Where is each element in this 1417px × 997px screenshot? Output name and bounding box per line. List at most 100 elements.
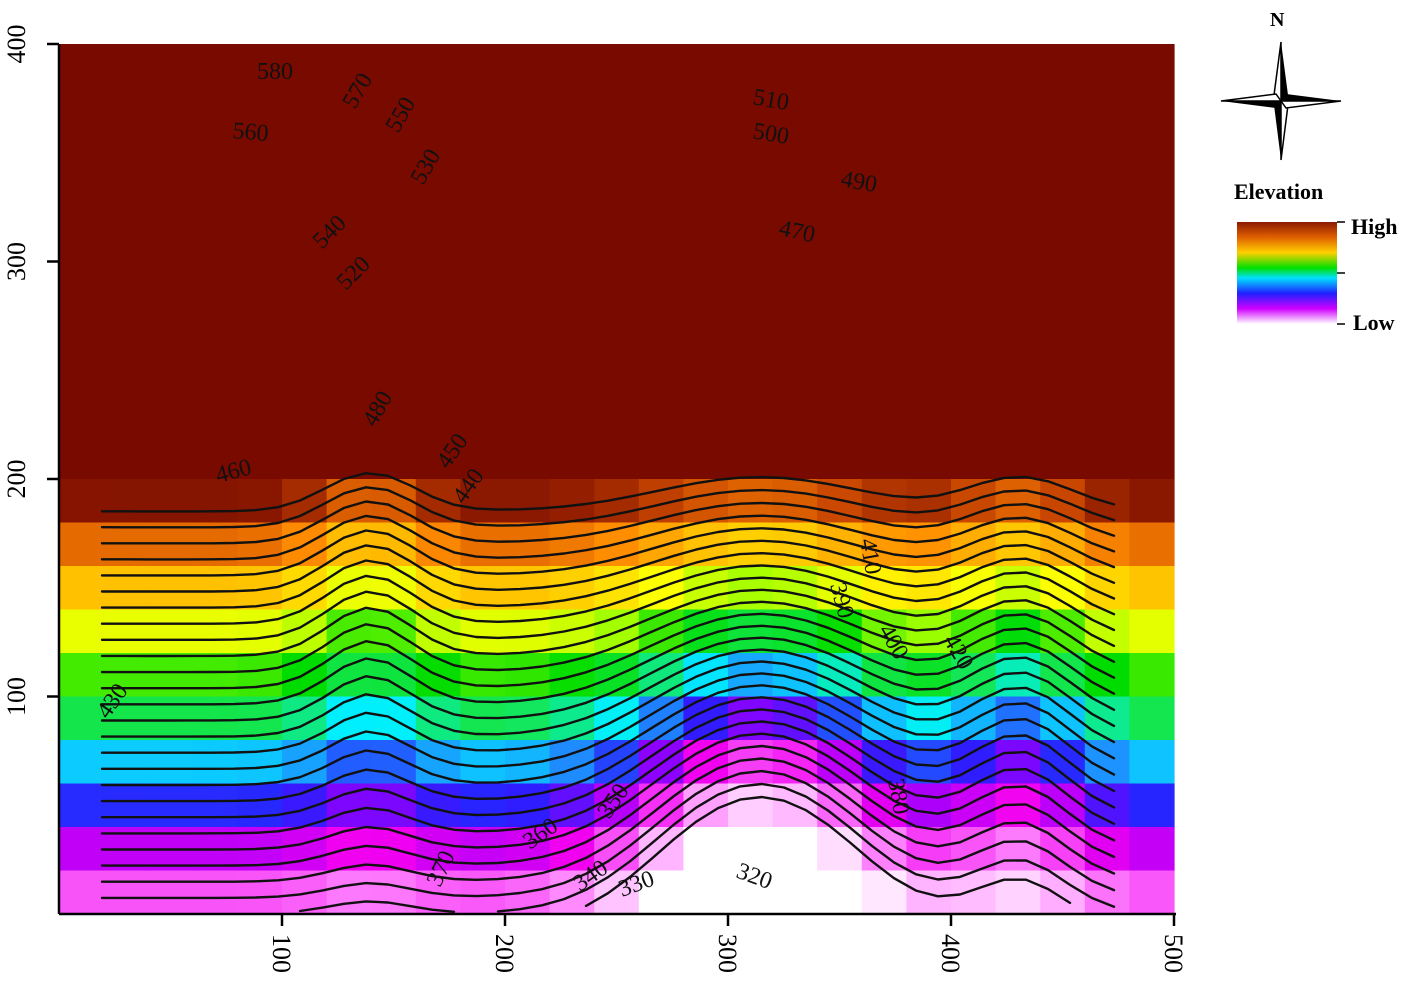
raster-cell — [1084, 44, 1130, 89]
raster-cell — [103, 44, 149, 89]
raster-cell — [951, 131, 997, 176]
axis-ticks: 100 200 300 400 500 100 200 300 400 — [2, 25, 1188, 974]
raster-cell — [594, 87, 640, 132]
raster-cell — [728, 261, 774, 306]
raster-cell — [861, 44, 907, 89]
x-tick-label: 300 — [713, 934, 742, 973]
raster-cell — [549, 87, 595, 132]
raster-cell — [460, 218, 506, 263]
raster-cell — [1084, 261, 1130, 306]
raster-cell — [1040, 435, 1086, 480]
raster-cell — [505, 305, 551, 350]
raster-cell — [237, 218, 283, 263]
raster-cell — [861, 696, 907, 741]
raster-cell — [148, 261, 194, 306]
raster-cell — [148, 566, 194, 611]
raster-cell — [148, 870, 194, 915]
raster-cell — [995, 261, 1041, 306]
raster-cell — [1084, 305, 1130, 350]
legend-high-label: High — [1351, 214, 1397, 239]
raster-cell — [192, 479, 238, 524]
raster-cell — [371, 305, 417, 350]
raster-cell — [1040, 305, 1086, 350]
raster-cell — [505, 827, 551, 872]
raster-cell — [59, 740, 105, 785]
raster-cell — [861, 479, 907, 524]
contour-label-560: 560 — [231, 118, 269, 147]
raster-cell — [951, 392, 997, 437]
raster-cell — [594, 305, 640, 350]
raster-cell — [817, 870, 863, 915]
raster-cell — [103, 609, 149, 654]
raster-cell — [638, 348, 684, 393]
raster-cell — [906, 609, 952, 654]
raster-cell — [728, 44, 774, 89]
raster-cell — [103, 435, 149, 480]
raster-cell — [772, 305, 818, 350]
raster-cell — [326, 870, 372, 915]
contour-line-540 — [100, 527, 1116, 577]
raster-cell — [951, 305, 997, 350]
raster-cell — [995, 174, 1041, 219]
raster-cell — [371, 435, 417, 480]
raster-cell — [549, 218, 595, 263]
raster-cell — [549, 435, 595, 480]
raster-cell — [460, 783, 506, 828]
raster-cell — [1084, 174, 1130, 219]
raster-cell — [638, 87, 684, 132]
raster-cell — [951, 522, 997, 567]
raster-cell — [415, 305, 461, 350]
raster-cell — [371, 131, 417, 176]
raster-cell — [683, 348, 729, 393]
raster-cell — [326, 435, 372, 480]
raster-cell — [148, 348, 194, 393]
raster-cell — [59, 696, 105, 741]
raster-cell — [192, 609, 238, 654]
raster-cell — [371, 740, 417, 785]
raster-cell — [594, 783, 640, 828]
raster-cell — [103, 348, 149, 393]
contour-line-480 — [100, 600, 1116, 674]
north-label: N — [1270, 9, 1285, 31]
raster-cell — [505, 653, 551, 698]
raster-cell — [817, 305, 863, 350]
raster-cell — [103, 479, 149, 524]
contour-line-330 — [496, 782, 1116, 913]
raster-cell — [549, 305, 595, 350]
contour-label-410: 410 — [854, 537, 886, 577]
raster-cell — [415, 174, 461, 219]
raster-cell — [951, 44, 997, 89]
contour-line-580 — [100, 472, 1116, 513]
raster-cell — [995, 348, 1041, 393]
raster-cell — [683, 435, 729, 480]
raster-cell — [549, 44, 595, 89]
raster-cell — [728, 131, 774, 176]
raster-cell — [728, 827, 774, 872]
raster-cell — [1129, 653, 1175, 698]
contour-label-580: 580 — [257, 59, 293, 85]
elevation-legend: Elevation High Low — [1234, 179, 1397, 335]
raster-cell — [549, 522, 595, 567]
raster-cell — [282, 435, 328, 480]
x-tick-label: 200 — [490, 934, 519, 973]
raster-cell — [638, 392, 684, 437]
raster-cell — [817, 131, 863, 176]
raster-cell — [906, 305, 952, 350]
raster-cell — [861, 261, 907, 306]
raster-cell — [1129, 305, 1175, 350]
raster-cell — [59, 305, 105, 350]
raster-cell — [192, 653, 238, 698]
y-tick-label: 400 — [2, 25, 31, 64]
raster-cell — [861, 131, 907, 176]
raster-cell — [1040, 218, 1086, 263]
raster-cell — [906, 783, 952, 828]
raster-cell — [594, 174, 640, 219]
raster-cell — [237, 609, 283, 654]
raster-cell — [326, 783, 372, 828]
raster-cell — [683, 392, 729, 437]
raster-cell — [683, 827, 729, 872]
raster-cell — [1129, 870, 1175, 915]
raster-cell — [1084, 479, 1130, 524]
raster-cell — [772, 435, 818, 480]
raster-cell — [371, 261, 417, 306]
